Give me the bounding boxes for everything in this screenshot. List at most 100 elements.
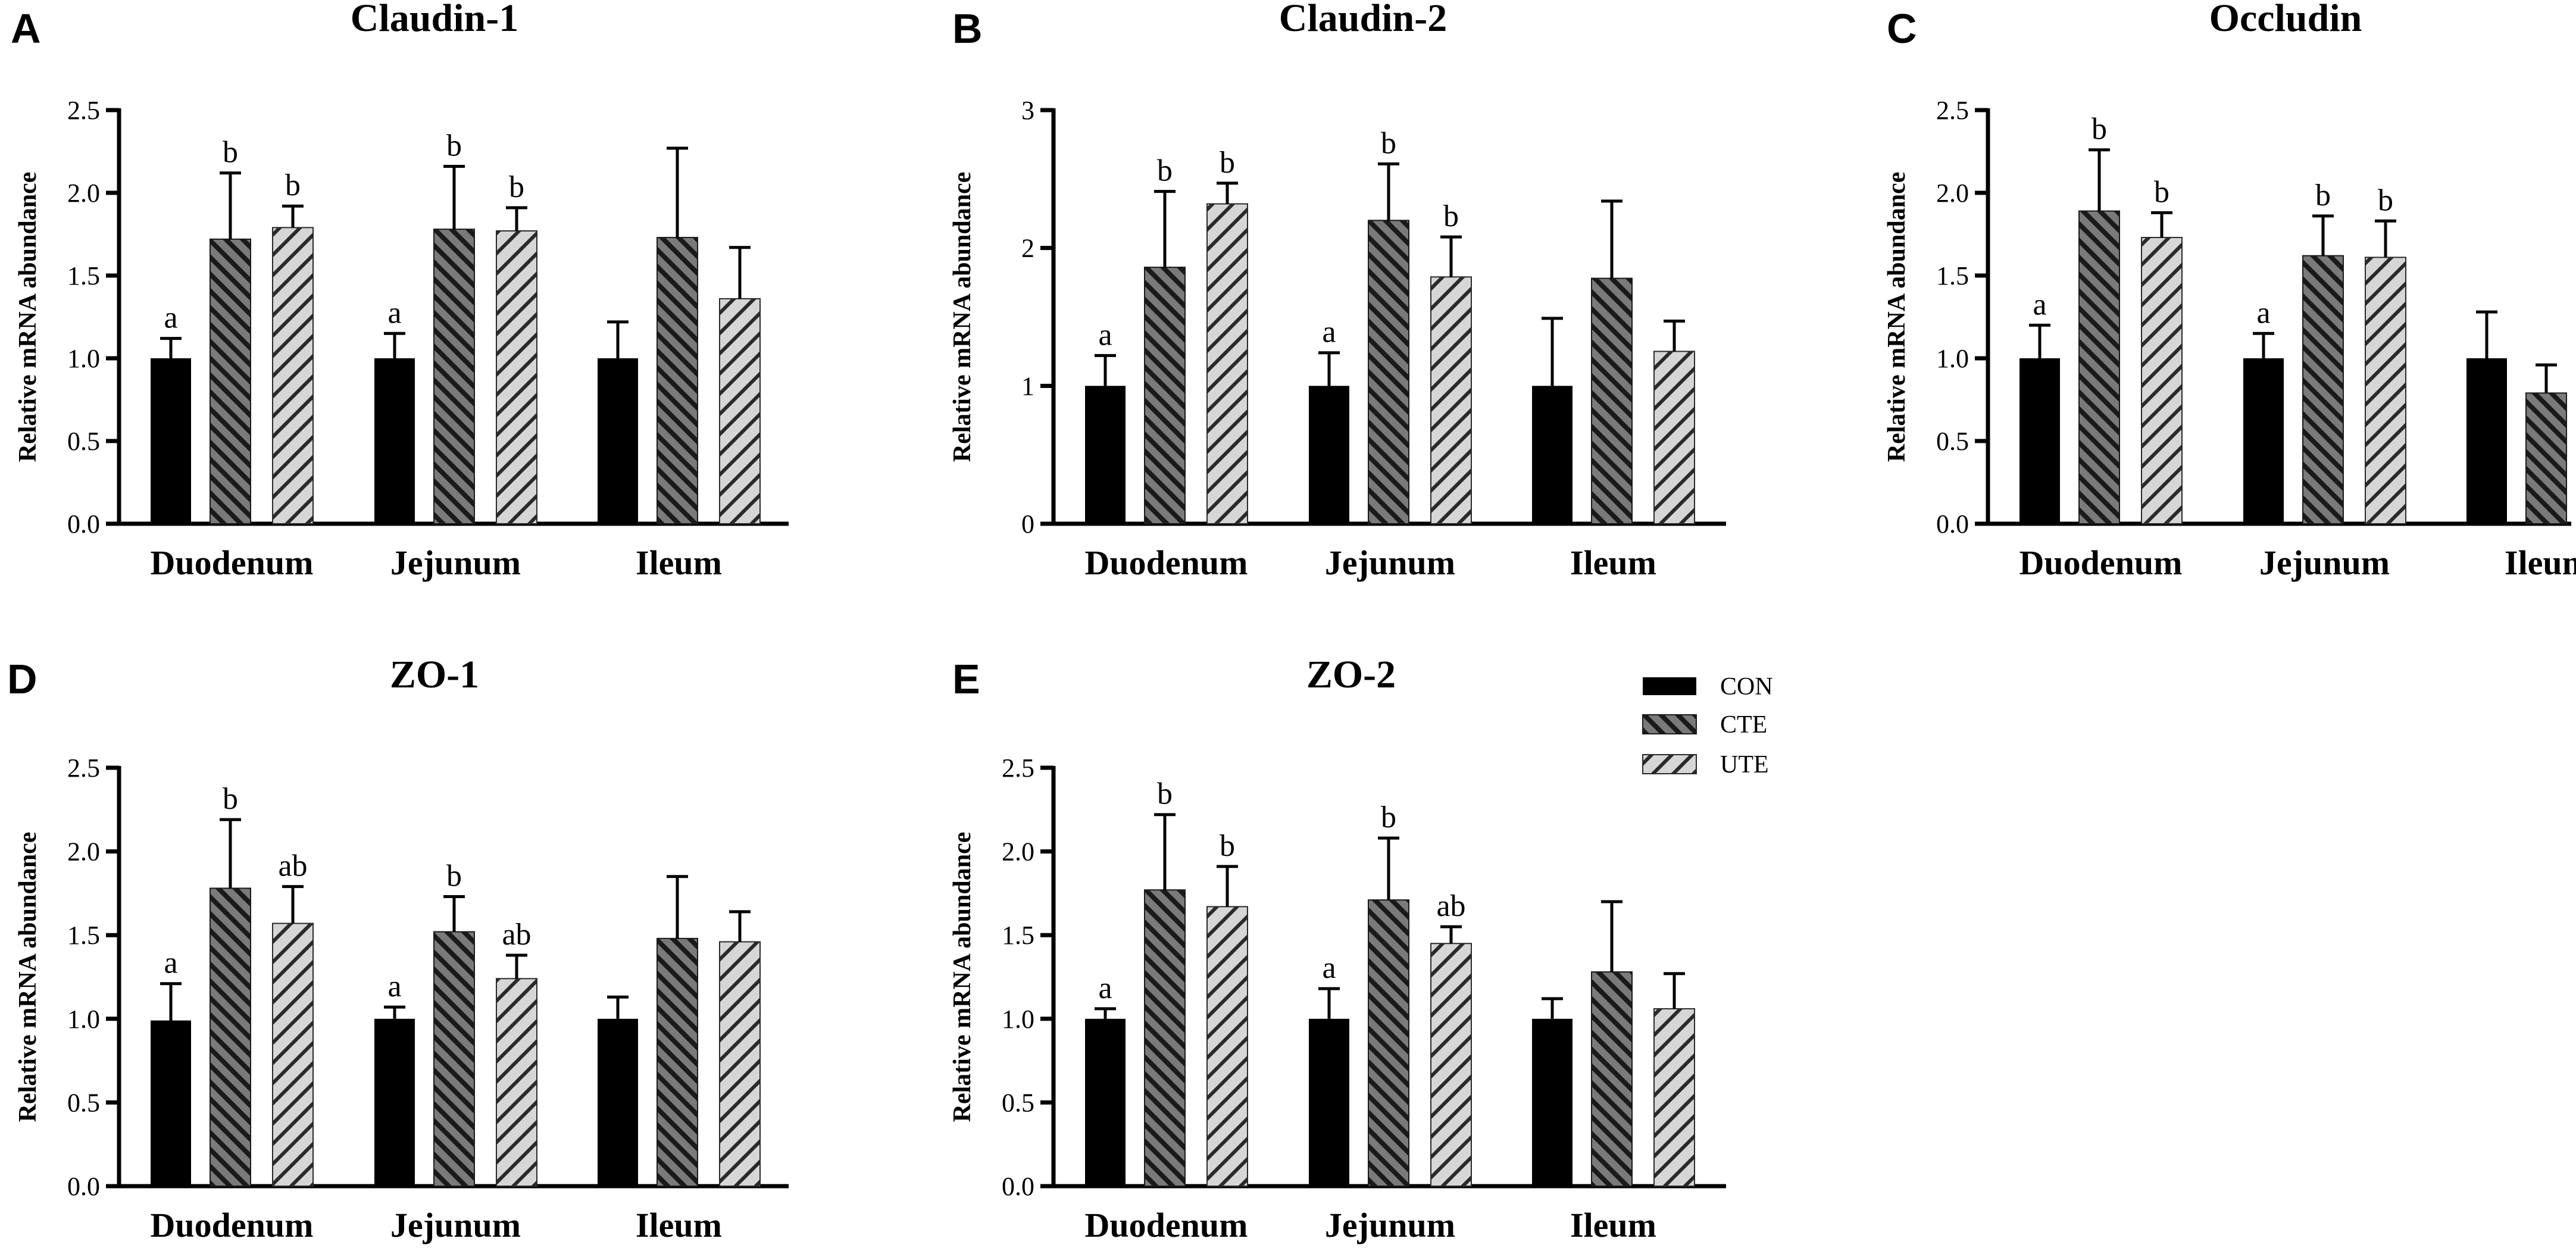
y-tick-label-a-3: 1.5: [67, 261, 100, 290]
sig-letter-e-jejunum-ute: ab: [1436, 889, 1465, 923]
bar-e-jejunum-ute: [1430, 943, 1472, 1187]
sig-letter-c-duodenum-ute: b: [2154, 175, 2169, 209]
sig-letter-b-jejunum-con: a: [1322, 315, 1336, 349]
y-tick-label-d-4: 2.0: [67, 837, 100, 867]
y-tick-label-b-3: 3: [1021, 96, 1034, 125]
panels: A Claudin-1 Relative mRNA abundance 0.0 0.5 1…: [7, 0, 2576, 1244]
legend-label-ute: UTE: [1720, 751, 1769, 778]
chart-title-c: Occludin: [2209, 0, 2362, 40]
sig-letter-d-jejunum-cte: b: [446, 859, 462, 893]
bar-e-duodenum-cte: [1144, 889, 1186, 1187]
x-category-label-c-duodenum: Duodenum: [2019, 543, 2183, 582]
bar-e-jejunum-cte: [1368, 899, 1409, 1187]
sig-letter-d-duodenum-ute: ab: [278, 849, 307, 883]
bar-e-ileum-ute: [1653, 1008, 1695, 1187]
sig-letter-a-jejunum-ute: b: [509, 170, 524, 204]
panel-letter-e: E: [952, 656, 980, 702]
bar-e-ileum-con: [1532, 1018, 1573, 1186]
x-category-label-e-jejunum: Jejunum: [1325, 1206, 1455, 1244]
x-category-label-c-ileum: Ileum: [2505, 543, 2576, 582]
y-tick-label-d-5: 2.5: [67, 753, 100, 783]
bar-c-ileum-con: [2466, 358, 2507, 524]
y-tick-label-d-3: 1.5: [67, 921, 100, 950]
y-axis-label-d: Relative mRNA abundance: [14, 832, 42, 1122]
bar-d-ileum-cte: [656, 937, 698, 1187]
bar-b-ileum-con: [1532, 386, 1573, 524]
bar-a-jejunum-cte: [433, 229, 475, 524]
bar-e-ileum-cte: [1591, 971, 1633, 1187]
bar-b-jejunum-cte: [1368, 220, 1409, 524]
bar-a-duodenum-con: [151, 358, 191, 524]
bar-b-duodenum-cte: [1144, 267, 1186, 524]
y-tick-label-e-1: 0.5: [1002, 1088, 1034, 1117]
bar-a-ileum-con: [598, 358, 638, 524]
panel-letter-b: B: [952, 5, 983, 52]
x-category-label-a-jejunum: Jejunum: [390, 543, 521, 582]
chart-title-b: Claudin-2: [1279, 0, 1447, 40]
bar-c-ileum-cte: [2525, 392, 2567, 524]
legend-swatch-cte: [1642, 714, 1697, 734]
y-tick-label-c-0: 0.0: [1936, 509, 1969, 539]
x-category-label-b-jejunum: Jejunum: [1325, 543, 1455, 582]
sig-letter-c-duodenum-cte: b: [2092, 112, 2107, 146]
bar-b-ileum-cte: [1591, 277, 1633, 524]
bar-d-duodenum-con: [151, 1020, 191, 1186]
y-tick-label-b-2: 2: [1021, 234, 1034, 263]
bar-c-jejunum-ute: [2365, 257, 2406, 524]
bar-d-ileum-con: [598, 1018, 638, 1186]
panel-letter-d: D: [7, 656, 37, 702]
bar-c-jejunum-con: [2243, 358, 2284, 524]
sig-letter-c-duodenum-con: a: [2033, 287, 2046, 321]
x-category-label-b-ileum: Ileum: [1570, 543, 1656, 582]
bar-a-jejunum-ute: [496, 230, 537, 524]
bar-c-duodenum-con: [2019, 358, 2060, 524]
sig-letter-d-jejunum-con: a: [387, 970, 401, 1003]
y-tick-label-e-5: 2.5: [1002, 753, 1034, 783]
bar-e-duodenum-ute: [1206, 906, 1248, 1187]
bar-b-jejunum-ute: [1430, 276, 1472, 524]
bar-e-jejunum-con: [1309, 1018, 1349, 1186]
sig-letter-a-jejunum-cte: b: [446, 129, 462, 163]
sig-letter-d-duodenum-cte: b: [223, 782, 238, 816]
y-tick-label-b-1: 1: [1021, 371, 1034, 401]
legend-swatch-ute: [1642, 754, 1697, 774]
y-tick-label-a-1: 0.5: [67, 427, 100, 456]
sig-letter-b-duodenum-con: a: [1098, 318, 1112, 352]
panel-b: B Claudin-2 Relative mRNA abundance 0 1 2 3 a b b…: [949, 0, 1726, 582]
bar-d-jejunum-cte: [433, 931, 475, 1187]
bar-a-jejunum-con: [374, 358, 415, 524]
x-category-label-d-ileum: Ileum: [636, 1206, 722, 1244]
x-category-label-a-ileum: Ileum: [636, 543, 722, 582]
sig-letter-e-jejunum-cte: b: [1381, 800, 1396, 834]
y-tick-label-a-0: 0.0: [67, 509, 100, 539]
x-category-label-b-duodenum: Duodenum: [1085, 543, 1248, 582]
sig-letter-b-duodenum-ute: b: [1220, 146, 1235, 180]
bar-a-ileum-ute: [719, 298, 761, 524]
sig-letter-c-jejunum-ute: b: [2378, 183, 2393, 217]
bar-b-ileum-ute: [1653, 351, 1695, 525]
y-tick-label-c-3: 1.5: [1936, 261, 1969, 290]
y-axis-label-e: Relative mRNA abundance: [949, 832, 976, 1122]
chart-title-d: ZO-1: [390, 653, 479, 696]
sig-letter-c-jejunum-cte: b: [2315, 179, 2331, 212]
y-tick-label-c-5: 2.5: [1936, 96, 1969, 125]
chart-title-e: ZO-2: [1306, 653, 1396, 696]
bar-a-ileum-cte: [656, 237, 698, 524]
y-tick-label-c-1: 0.5: [1936, 427, 1969, 456]
bar-c-duodenum-ute: [2141, 237, 2183, 524]
bar-d-duodenum-ute: [272, 922, 314, 1187]
panel-c: C Occludin Relative mRNA abundance 0.0 0.5 1.…: [1883, 0, 2576, 582]
legend-swatch-con: [1643, 677, 1696, 695]
bar-e-duodenum-con: [1085, 1018, 1126, 1186]
legend: CON CTE UTE: [1642, 673, 1773, 778]
y-tick-label-d-2: 1.0: [67, 1005, 100, 1034]
y-tick-label-a-5: 2.5: [67, 96, 100, 125]
bar-c-duodenum-cte: [2078, 210, 2120, 524]
panel-d: D ZO-1 Relative mRNA abundance 0.0 0.5 1.0 1.5…: [7, 653, 789, 1244]
sig-letter-c-jejunum-con: a: [2256, 296, 2270, 330]
bar-d-jejunum-ute: [496, 978, 537, 1187]
bar-b-duodenum-ute: [1206, 203, 1248, 524]
sig-letter-e-duodenum-ute: b: [1220, 829, 1235, 863]
bar-b-duodenum-con: [1085, 386, 1126, 524]
bar-d-duodenum-cte: [210, 887, 251, 1187]
